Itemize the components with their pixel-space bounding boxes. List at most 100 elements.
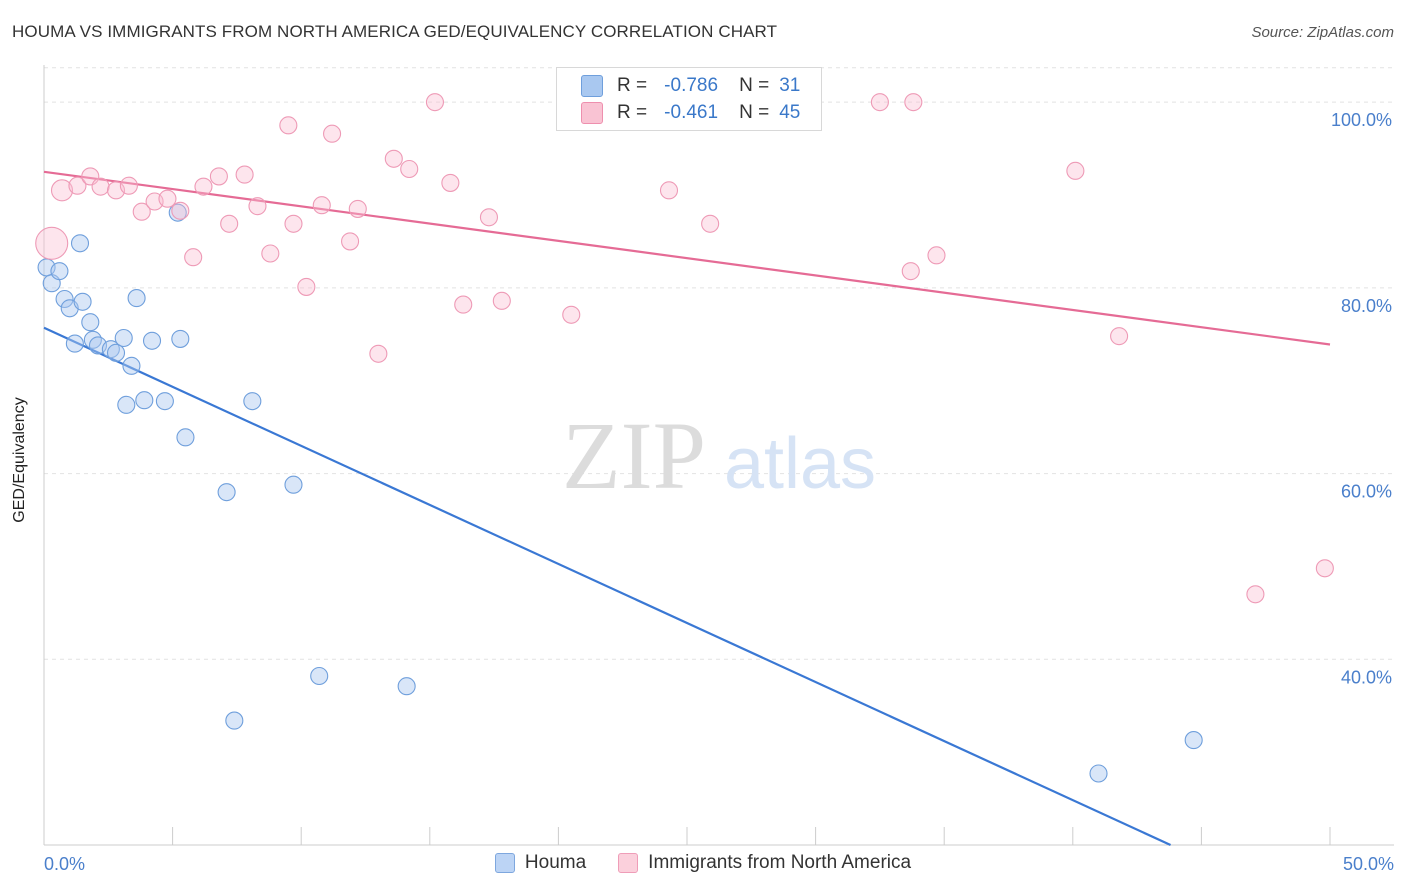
legend-label-houma: Houma bbox=[524, 852, 587, 873]
data-point-houma bbox=[135, 391, 154, 410]
data-point-immigrants bbox=[220, 214, 239, 233]
data-point-immigrants bbox=[312, 196, 331, 215]
data-point-immigrants bbox=[119, 176, 138, 195]
data-point-immigrants bbox=[348, 199, 367, 218]
data-point-immigrants bbox=[323, 124, 342, 143]
data-point-immigrants bbox=[132, 202, 151, 221]
data-point-immigrants bbox=[369, 344, 388, 363]
x-tick-label: 0.0% bbox=[44, 854, 85, 874]
r-label: R = bbox=[617, 75, 648, 96]
data-point-houma bbox=[122, 356, 141, 375]
data-point-immigrants bbox=[441, 173, 460, 192]
data-point-immigrants bbox=[209, 167, 228, 186]
data-point-houma bbox=[171, 329, 190, 348]
data-point-houma bbox=[1184, 731, 1203, 750]
data-point-immigrants bbox=[279, 116, 298, 135]
data-point-immigrants bbox=[297, 277, 316, 296]
stats-row-houma: R = -0.786 N = 31 bbox=[581, 73, 800, 99]
watermark-zip: ZIP bbox=[562, 402, 706, 509]
data-point-immigrants bbox=[701, 214, 720, 233]
watermark-atlas: atlas bbox=[724, 424, 876, 504]
data-point-houma bbox=[284, 475, 303, 494]
data-point-houma bbox=[81, 313, 100, 332]
data-point-immigrants bbox=[235, 165, 254, 184]
data-point-immigrants bbox=[400, 159, 419, 179]
legend-item-houma[interactable]: Houma bbox=[494, 852, 587, 874]
data-point-immigrants bbox=[261, 244, 280, 263]
data-point-immigrants bbox=[479, 208, 499, 227]
data-point-immigrants bbox=[248, 197, 267, 216]
data-point-immigrants bbox=[927, 246, 946, 265]
data-point-houma bbox=[217, 483, 236, 502]
n-value-immigrants: 45 bbox=[779, 102, 801, 123]
stats-row-immigrants: R = -0.461 N = 45 bbox=[581, 100, 800, 126]
y-tick-label: 60.0% bbox=[1341, 482, 1392, 502]
data-point-immigrants bbox=[1246, 585, 1265, 604]
n-value-houma: 31 bbox=[779, 75, 801, 96]
r-value-immigrants: -0.461 bbox=[664, 102, 719, 123]
data-point-immigrants bbox=[68, 176, 87, 195]
data-point-houma bbox=[243, 392, 262, 411]
data-point-houma bbox=[397, 677, 416, 696]
data-point-immigrants bbox=[35, 226, 69, 260]
y-tick-label: 40.0% bbox=[1341, 667, 1392, 687]
data-point-houma bbox=[73, 292, 92, 311]
data-point-immigrants bbox=[384, 149, 403, 168]
data-point-immigrants bbox=[904, 93, 923, 112]
data-point-houma bbox=[168, 203, 187, 222]
trend-lines bbox=[43, 170, 1331, 846]
data-point-houma bbox=[83, 330, 102, 349]
stats-swatch-immigrants bbox=[581, 102, 603, 124]
data-point-immigrants bbox=[194, 177, 213, 196]
data-point-houma bbox=[310, 666, 329, 686]
data-point-immigrants bbox=[50, 179, 74, 202]
data-point-immigrants bbox=[454, 295, 473, 314]
data-point-houma bbox=[106, 343, 126, 362]
legend-item-immigrants[interactable]: Immigrants from North America bbox=[618, 852, 911, 874]
data-point-houma bbox=[127, 289, 146, 308]
source-credit: Source: ZipAtlas.com bbox=[1251, 24, 1394, 41]
y-tick-label: 80.0% bbox=[1341, 296, 1392, 316]
data-point-immigrants bbox=[562, 305, 581, 324]
trend-line-houma bbox=[43, 326, 1171, 846]
data-point-houma bbox=[65, 334, 84, 353]
data-point-immigrants bbox=[341, 232, 360, 251]
stats-box: R = -0.786 N = 31 R = -0.461 N = 45 bbox=[556, 67, 822, 131]
data-point-houma bbox=[176, 428, 195, 447]
data-point-houma bbox=[50, 262, 69, 281]
data-point-immigrants bbox=[184, 248, 203, 267]
grid-lines bbox=[44, 67, 1394, 660]
data-point-houma bbox=[142, 331, 162, 350]
y-axis-label: GED/Equivalency bbox=[11, 397, 28, 523]
r-label: R = bbox=[617, 102, 648, 123]
n-label: N = bbox=[739, 75, 770, 96]
chart-title: HOUMA VS IMMIGRANTS FROM NORTH AMERICA G… bbox=[12, 22, 778, 41]
tick-labels: 40.0% 60.0% 80.0% 100.0% 0.0% 50.0% bbox=[44, 110, 1394, 874]
data-point-houma bbox=[225, 711, 244, 730]
data-point-immigrants bbox=[158, 189, 177, 208]
data-point-houma bbox=[55, 289, 74, 309]
legend: Houma Immigrants from North America bbox=[0, 852, 1406, 874]
stats-swatch-houma bbox=[581, 75, 603, 97]
r-value-houma: -0.786 bbox=[664, 75, 719, 96]
data-point-immigrants bbox=[91, 177, 110, 196]
data-point-immigrants bbox=[284, 214, 303, 233]
n-label: N = bbox=[739, 102, 770, 123]
trend-line-immigrants bbox=[43, 170, 1331, 346]
data-point-immigrants bbox=[1315, 559, 1334, 578]
data-point-houma bbox=[155, 392, 174, 411]
data-point-houma bbox=[1089, 764, 1108, 783]
watermark: ZIP atlas bbox=[562, 402, 876, 509]
legend-swatch-houma bbox=[494, 853, 515, 873]
data-point-immigrants bbox=[492, 291, 511, 310]
data-point-houma bbox=[117, 395, 136, 414]
data-point-immigrants bbox=[901, 262, 920, 281]
data-point-immigrants bbox=[171, 201, 190, 220]
data-point-immigrants bbox=[425, 93, 444, 112]
data-point-houma bbox=[70, 234, 90, 253]
data-points bbox=[35, 93, 1334, 783]
data-point-immigrants bbox=[1066, 161, 1085, 180]
legend-label-immigrants: Immigrants from North America bbox=[648, 852, 912, 873]
legend-swatch-immigrants bbox=[618, 853, 639, 873]
